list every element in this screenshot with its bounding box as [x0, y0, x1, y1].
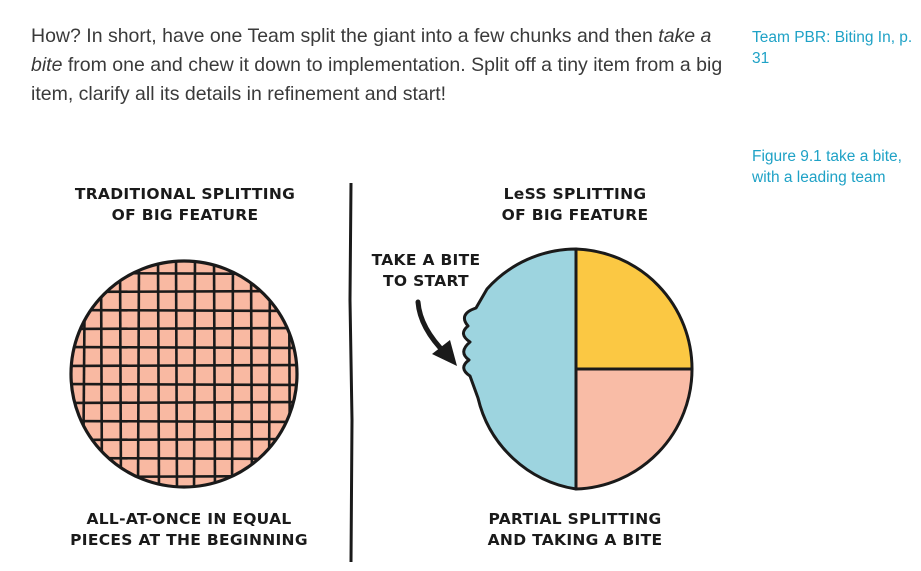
paragraph-rest: from one and chew it down to implementat…: [31, 54, 723, 105]
grid-circle-fill: [71, 261, 297, 487]
right-figure-title: LeSS SPLITTING OF BIG FEATURE: [501, 185, 649, 224]
salmon-quarter-piece: [574, 367, 694, 491]
arrow-head-icon: [432, 340, 457, 366]
right-figure-caption: PARTIAL SPLITTING AND TAKING A BITE: [487, 510, 663, 549]
left-figure-title: TRADITIONAL SPLITTING OF BIG FEATURE: [74, 185, 296, 224]
bite-label: TAKE A BITE TO START: [371, 251, 481, 290]
sidenote-reference: Team PBR: Biting In, p. 31: [752, 29, 913, 67]
bite-arrow: [415, 299, 457, 366]
blue-half-piece: [462, 247, 578, 491]
left-figure-caption: ALL-AT-ONCE IN EQUAL PIECES AT THE BEGIN…: [70, 510, 308, 549]
paragraph-lead: How? In short, have one Team split the g…: [31, 25, 653, 47]
body-paragraph: How? In short, have one Team split the g…: [31, 22, 743, 109]
center-divider: [348, 182, 354, 563]
traditional-split-circle: [69, 259, 299, 489]
sidenote-figure-caption: Figure 9.1 take a bite, with a leading t…: [752, 148, 902, 186]
grid-circle-outline: [69, 259, 299, 489]
yellow-quarter-piece: [574, 247, 694, 371]
paragraph-emphasis: take a bite: [31, 25, 712, 76]
less-split-circle: [462, 247, 694, 491]
